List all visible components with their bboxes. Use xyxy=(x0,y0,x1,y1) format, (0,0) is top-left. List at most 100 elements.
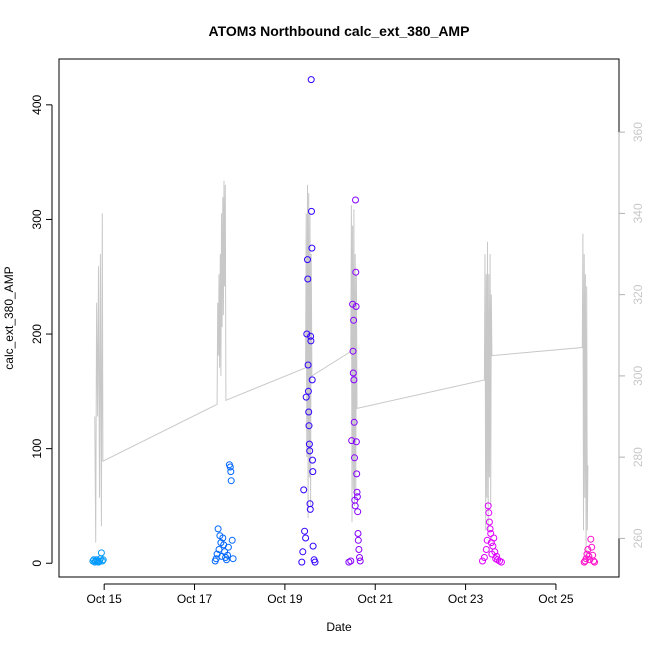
scatter-point xyxy=(300,486,308,494)
scatter-point xyxy=(479,557,486,565)
scatter-point xyxy=(356,557,364,565)
scatter-point xyxy=(227,468,235,476)
left-tick-label: 300 xyxy=(30,209,44,229)
scatter-point xyxy=(349,369,357,377)
scatter-point xyxy=(352,196,359,204)
scatter-point xyxy=(305,408,313,416)
scatter-point xyxy=(306,447,314,455)
scatter-point xyxy=(304,387,312,395)
scatter-point xyxy=(224,543,232,551)
scatter-point xyxy=(489,542,497,550)
scatter-point xyxy=(491,548,499,556)
scatter-point xyxy=(348,437,356,445)
scatter-point xyxy=(485,509,493,517)
right-tick-label: 340 xyxy=(631,203,645,223)
scatter-point xyxy=(307,332,315,340)
scatter-point xyxy=(219,534,227,542)
scatter-point xyxy=(490,534,498,542)
scatter-point xyxy=(306,505,314,513)
left-tick-label: 400 xyxy=(30,95,44,115)
scatter-point xyxy=(99,556,107,564)
left-tick-label: 100 xyxy=(30,438,44,458)
scatter-point xyxy=(223,556,230,564)
right-tick-label: 300 xyxy=(631,366,645,386)
bottom-tick-label: Oct 15 xyxy=(86,592,122,606)
scatter-point xyxy=(355,546,363,553)
scatter-point xyxy=(97,549,105,557)
scatter-point xyxy=(214,525,222,533)
scatter-point xyxy=(308,207,315,215)
line-series xyxy=(94,180,589,555)
scatter-point xyxy=(587,535,595,543)
scatter-point xyxy=(584,546,592,553)
scatter-point xyxy=(311,558,319,566)
x-axis-label: Date xyxy=(326,620,352,634)
right-tick-label: 260 xyxy=(631,528,645,548)
left-tick-label: 200 xyxy=(30,324,44,344)
bottom-tick-label: Oct 25 xyxy=(538,592,574,606)
scatter-point xyxy=(347,557,355,565)
grey-line-series xyxy=(94,180,589,555)
scatter-point xyxy=(228,536,236,544)
scatter-point xyxy=(226,463,234,471)
right-tick-label: 320 xyxy=(631,284,645,304)
right-axis: 260 280 300 320 340 360 xyxy=(618,122,645,548)
scatter-point xyxy=(484,502,492,510)
scatter-points xyxy=(89,76,598,566)
scatter-point xyxy=(229,555,237,563)
scatter-point xyxy=(486,525,494,533)
y-axis-label: calc_ext_380_AMP xyxy=(2,266,16,369)
bottom-tick-label: Oct 17 xyxy=(177,592,213,606)
bottom-tick-label: Oct 23 xyxy=(448,592,484,606)
scatter-point xyxy=(298,558,306,566)
right-tick-label: 280 xyxy=(631,447,645,467)
left-axis: 0 100 200 300 400 xyxy=(30,95,53,567)
scatter-point xyxy=(305,440,313,448)
scatter-point xyxy=(299,548,307,556)
scatter-point xyxy=(309,468,317,476)
scatter-point xyxy=(304,361,312,369)
bottom-axis: Oct 15 Oct 17 Oct 19 Oct 21 Oct 23 Oct 25 xyxy=(86,583,574,606)
scatter-point xyxy=(98,557,106,565)
scatter-point xyxy=(353,493,361,501)
scatter-point xyxy=(227,477,235,485)
scatter-point xyxy=(349,300,357,308)
scatter-point xyxy=(303,330,311,338)
scatter-point xyxy=(224,551,231,559)
scatter-point xyxy=(304,256,311,264)
right-tick-label: 360 xyxy=(631,122,645,142)
scatter-point xyxy=(308,244,316,252)
scatter-point xyxy=(352,268,360,276)
scatter-point xyxy=(483,536,491,544)
scatter-point xyxy=(591,558,598,566)
scatter-point xyxy=(351,454,358,462)
scatter-point xyxy=(350,376,358,384)
scatter-point xyxy=(302,393,310,401)
scatter-point xyxy=(353,470,361,478)
plot-frame xyxy=(58,58,620,578)
scatter-point xyxy=(353,488,361,496)
scatter-point xyxy=(309,542,317,550)
scatter-point xyxy=(354,536,362,544)
scatter-point xyxy=(351,502,359,510)
scatter-point xyxy=(307,337,315,345)
scatter-point xyxy=(304,275,312,283)
scatter-point xyxy=(485,518,493,526)
scatter-point xyxy=(350,316,358,324)
scatter-point xyxy=(354,530,362,537)
chart-title: ATOM3 Northbound calc_ext_380_AMP xyxy=(209,23,470,39)
scatter-point xyxy=(305,422,313,430)
scatter-point xyxy=(589,551,597,559)
left-tick-label: 0 xyxy=(30,560,44,567)
scatter-point xyxy=(302,534,310,542)
scatter-point xyxy=(482,546,490,553)
scatter-point xyxy=(308,376,316,384)
scatter-point xyxy=(349,347,357,355)
scatter-point xyxy=(585,552,593,560)
scatter-point xyxy=(309,456,316,464)
scatter-point xyxy=(590,557,598,565)
scatter-point xyxy=(494,556,502,564)
scatter-point xyxy=(497,558,505,566)
scatter-point xyxy=(480,554,488,561)
